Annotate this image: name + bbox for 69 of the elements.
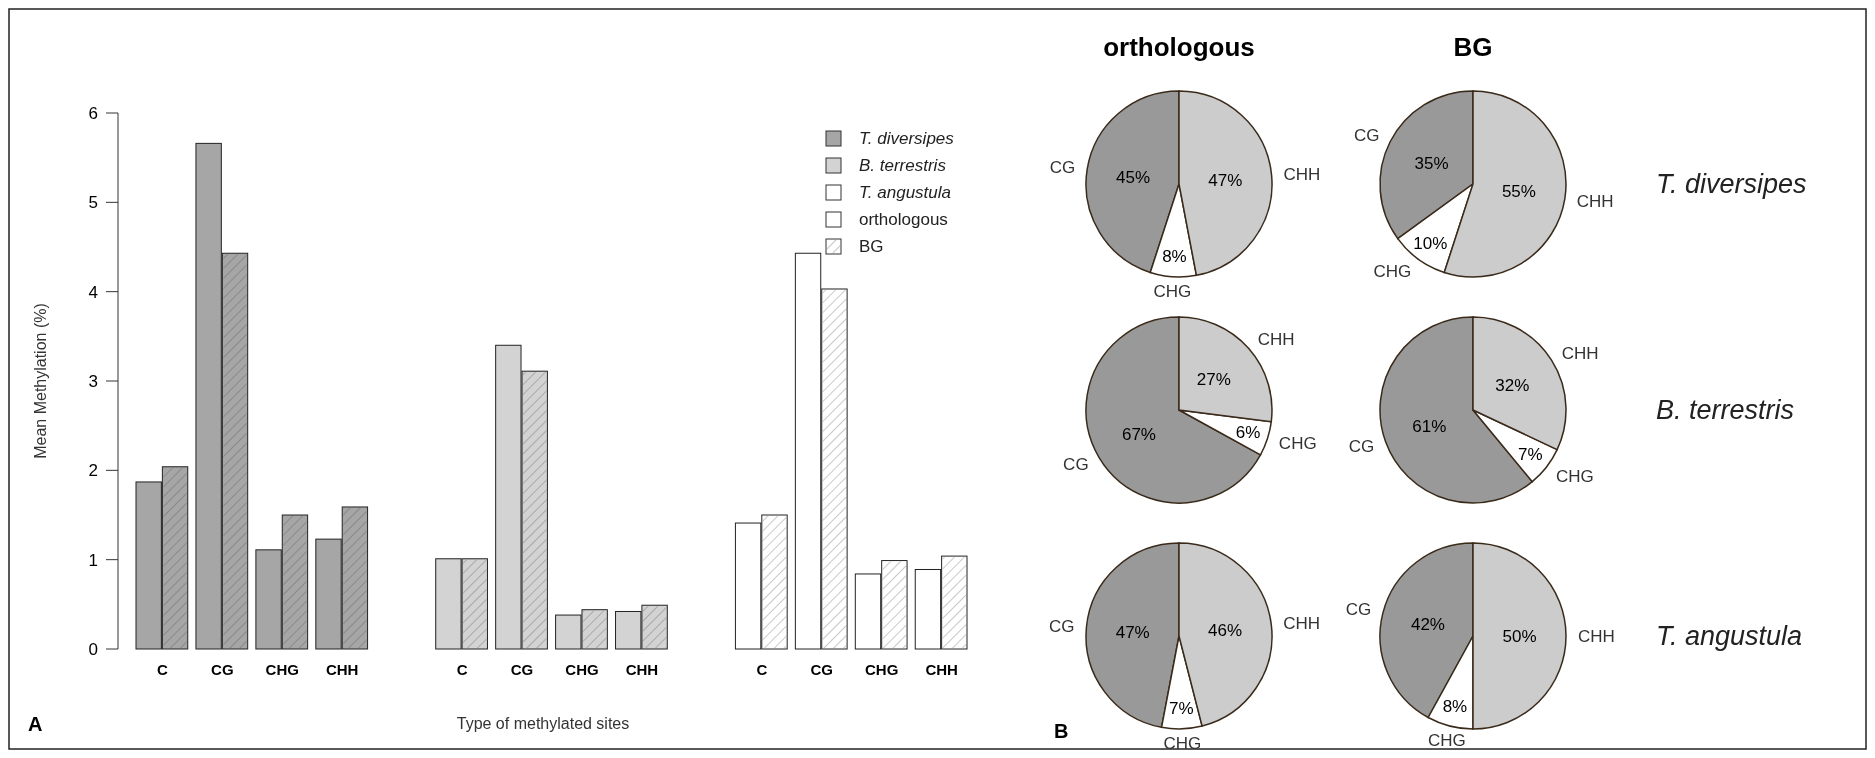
data-label: 47% <box>1115 622 1150 642</box>
x-tick-label: CHH <box>325 661 359 678</box>
slice-label: CG <box>1048 616 1075 636</box>
slice-label: CHH <box>1576 191 1614 211</box>
data-label: 8% <box>1162 247 1187 267</box>
data-label: 8% <box>1442 697 1468 717</box>
data-label: 46% <box>1208 621 1243 641</box>
data-label: 6% <box>1235 423 1261 443</box>
text: B. terrestris <box>1656 395 1795 426</box>
x-tick-label: C <box>156 661 168 678</box>
y-axis-title: Mean Methylation (%) <box>32 303 49 459</box>
data-label: 55% <box>1501 182 1536 202</box>
data-label: 10% <box>1413 233 1448 253</box>
x-tick-label: CG <box>510 661 534 678</box>
y-tick-label: 0 <box>88 639 98 659</box>
data-label: 47% <box>1208 170 1243 190</box>
slice-label: CG <box>1348 437 1375 457</box>
data-label: 7% <box>1518 445 1543 465</box>
legend-label: BG <box>859 236 884 256</box>
x-axis-title: Type of methylated sites <box>456 715 630 732</box>
legend-label: T. diversipes <box>859 128 955 148</box>
legend-label: B. terrestris <box>859 155 947 175</box>
y-tick-label: 2 <box>88 461 98 481</box>
slice-label: CHH <box>1283 164 1321 184</box>
x-tick-label: C <box>456 661 468 678</box>
slice-label: CHG <box>1555 466 1594 486</box>
legend-label: orthologous <box>859 209 948 229</box>
slice-label: CG <box>1049 158 1076 178</box>
data-label: 50% <box>1502 626 1537 646</box>
slice-label: CHH <box>1283 613 1321 633</box>
slice-label: CG <box>1345 600 1372 620</box>
slice-label: CHG <box>1153 281 1192 301</box>
slice-label: CG <box>1353 126 1380 146</box>
x-tick-label: CHG <box>265 661 299 678</box>
text: A <box>28 713 43 735</box>
data-label: 42% <box>1410 615 1445 635</box>
data-label: 27% <box>1196 370 1231 390</box>
y-tick-label: 6 <box>88 103 98 123</box>
slice-label: CG <box>1063 455 1089 475</box>
data-label: 7% <box>1168 699 1194 719</box>
data-label: 61% <box>1412 416 1447 436</box>
text: B <box>1054 720 1069 742</box>
x-tick-label: CHH <box>625 661 659 678</box>
chart-title: BG <box>1453 32 1493 62</box>
x-tick-label: CG <box>810 661 833 678</box>
data-label: 32% <box>1495 376 1530 396</box>
data-label: 45% <box>1116 167 1151 187</box>
slice-label: CHH <box>1578 626 1615 646</box>
slice-label: CHG <box>1278 434 1317 454</box>
x-tick-label: C <box>756 661 768 678</box>
text: T. diversipes <box>1656 169 1807 200</box>
x-tick-label: CHG <box>865 661 899 678</box>
y-tick-label: 1 <box>88 550 98 570</box>
data-label: 67% <box>1121 424 1156 444</box>
x-tick-label: CG <box>211 661 234 678</box>
x-tick-label: CHH <box>925 661 958 678</box>
slice-label: CHH <box>1561 343 1599 363</box>
slice-label: CHG <box>1373 261 1412 281</box>
data-label: 35% <box>1414 153 1449 173</box>
x-tick-label: CHG <box>565 661 599 678</box>
slice-label: CHG <box>1163 733 1202 753</box>
slice-label: CHG <box>1428 730 1466 750</box>
y-tick-label: 3 <box>88 371 98 391</box>
chart-title: orthologous <box>1103 32 1255 62</box>
slice-label: CHH <box>1257 330 1295 350</box>
text: T. angustula <box>1656 621 1803 652</box>
legend-label: T. angustula <box>859 182 951 202</box>
y-tick-label: 4 <box>88 282 98 302</box>
y-tick-label: 5 <box>88 193 98 213</box>
